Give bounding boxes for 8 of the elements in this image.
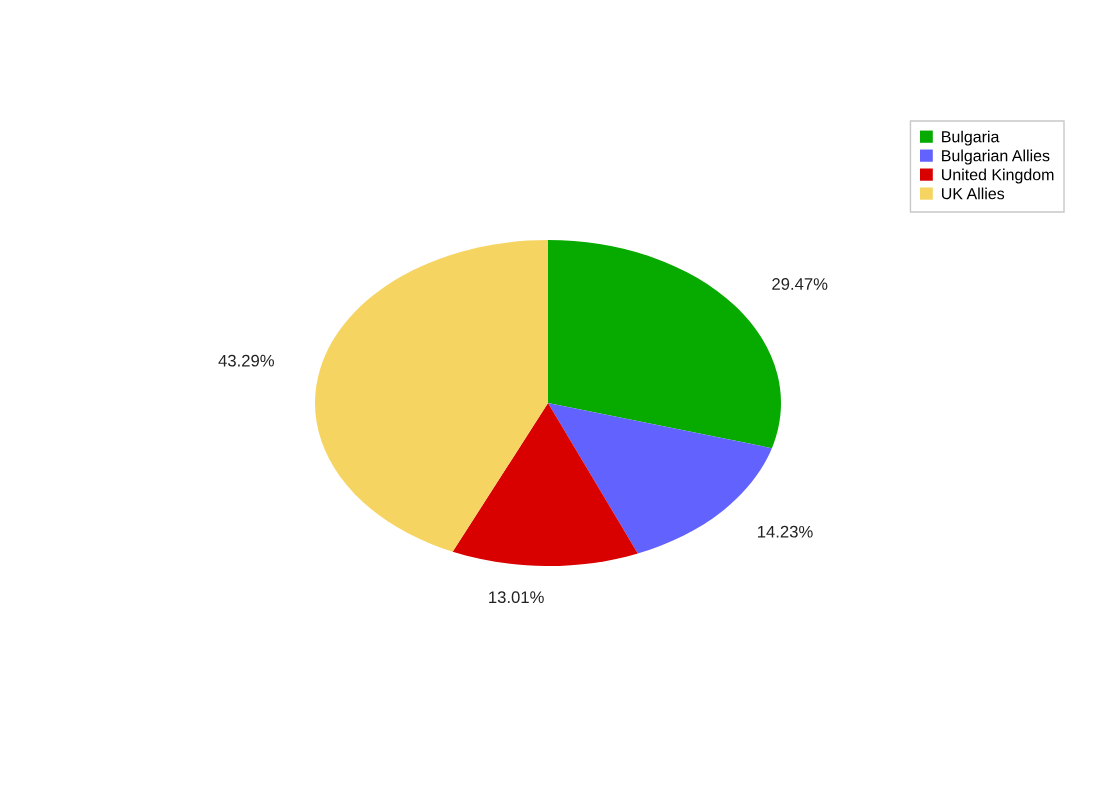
data-label: 43.29% <box>218 354 274 367</box>
data-label: 29.47% <box>772 278 828 290</box>
legend-label: Bulgaria <box>942 130 1000 146</box>
legend-label: Bulgarian Allies <box>942 149 1050 165</box>
legend-label: UK Allies <box>942 187 1005 200</box>
legend-label: United Kingdom <box>942 168 1054 184</box>
data-label: 13.01% <box>489 591 544 604</box>
data-label: 14.23% <box>758 525 813 538</box>
